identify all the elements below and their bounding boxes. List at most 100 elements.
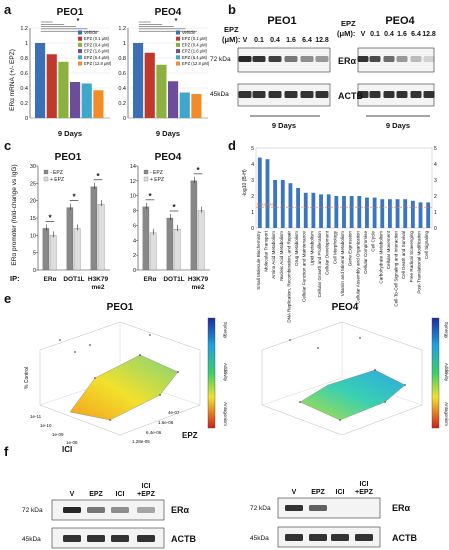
panel-b-band-er [268,56,282,62]
panel-d-bar [273,180,278,228]
panel-d-bar [380,199,385,228]
panel-d-threshold-label: threshold [257,202,273,207]
panel-f-blot-actb-right [277,526,381,548]
panel-e-xlabel-peo1: ICI [62,445,72,454]
panel-c-legend-label: + EPZ [50,177,64,183]
panel-d-ytick-right: 0 [434,226,437,232]
panel-a-legend-label: EPZ (0.4 μM) [182,42,208,47]
panel-b-band-actb [369,91,381,98]
panel-c-sig-star: * [148,192,152,201]
panel-d-bar [349,196,354,228]
panel-c-legend-swatch [143,176,149,182]
panel-f-lane-label: V [292,489,297,496]
panel-d-category-label: Cellular Assembly and Organization [355,231,360,304]
panel-d-category-label: Cell Morphology [332,230,337,264]
panel-c-group-label: H3K79 [88,276,109,283]
panel-e-colorbar-peo1 [207,317,216,429]
panel-f-lane-label: +EPZ [355,489,373,496]
panel-c-sig-star: * [196,166,200,175]
panel-b-lanes-peo4: V 0.1 0.4 1.6 6.4 12.8 [361,31,436,38]
panel-e: PEO1 PEO4 % Control 1e-11 1e-10 1e-09 1e… [24,302,449,454]
panel-f-band-er [309,505,327,511]
panel-label-b: b [228,2,236,17]
panel-a-bar [191,94,202,118]
panel-a-legend-label: EPZ (12.8 μM) [84,61,112,66]
panel-d-category-label: Carbohydrate Metabolism [378,231,383,284]
panel-d-category-label: Vitamin and Mineral Metabolism [340,231,345,296]
panel-b-days-peo1: 9 Days [272,121,296,130]
panel-a-legend-swatch [78,49,82,54]
panel-b-protein-top: ERα [338,56,357,66]
panel-e-plot-peo4 [261,321,423,436]
panel-c-ytick: 14 [130,164,136,170]
panel-d-bar [288,183,293,228]
panel-e-cbar-antagonism-peo1: Antagonism [223,402,228,426]
panel-d-category-label: Cellular Compromise [363,231,368,274]
panel-c: ERα promoter (fold-change vs IgG) PEO1 P… [10,152,210,291]
panel-c-ytick: 4 [133,238,136,244]
panel-d-bar [334,196,339,228]
panel-b-kda-top: 72 kDa [210,56,231,63]
panel-f-lane-label: EPZ [89,491,103,498]
panel-f-band-actb [137,535,155,542]
panel-b-title-peo1: PEO1 [267,15,296,27]
panel-b-band-actb [315,91,329,98]
panel-label-c: c [4,138,11,153]
panel-a-legend-label: EPZ (1.6 μM) [84,49,110,54]
panel-c-sig-star: * [96,172,100,181]
panel-d-bar [357,196,362,228]
panel-b-band-actb [357,91,369,98]
panel-d-category-label: Gene Expression [348,231,353,267]
panel-c-group-label: ERα [143,276,156,283]
panel-f-kda-bottom-left: 45kDa [22,536,41,543]
panel-c-ytick: 8 [133,209,136,215]
panel-b-band-er [284,56,298,62]
panel-a-ytick: 0.6 [20,71,28,77]
panel-b-band-actb [268,91,282,98]
panel-a-legend-swatch [176,61,180,66]
panel-b-band-actb [300,91,314,98]
panel-e-ylabel-peo1: EPZ [182,431,198,440]
panel-b-band-er [252,56,266,62]
panel-b-lane-label: 1.6 [286,37,296,44]
panel-e-surface-peo4 [299,369,406,421]
panel-f-bands [63,505,373,542]
panel-c-group-label: me2 [91,284,104,291]
panel-c-group-label: ERα [43,276,56,283]
panel-c-bar [190,180,198,271]
panel-d-bar [388,199,392,228]
panel-a-legend-label: EPZ (12.8 μM) [182,61,210,66]
panel-d-bar [342,196,346,228]
panel-d-ytick: 1 [251,210,254,216]
panel-b-lane-label: 12.8 [422,31,436,38]
panel-e-surface-peo1 [69,354,179,421]
panel-b-blot-actb-peo1 [237,83,331,107]
panel-a-ytick: 1 [25,41,28,47]
panel-c-ytick: 20 [30,199,36,205]
panel-b-band-er [369,56,381,62]
panel-a-legend-swatch [176,55,180,60]
panel-a-bar [58,61,69,118]
panel-d-bar [257,157,262,228]
panel-f-band-er [137,507,155,513]
panel-b-lane-label: 0.4 [270,37,280,44]
panel-d: 0 0 1 1 2 2 3 3 4 4 5 5 Small Molecule Biochemistry M… [242,146,437,323]
panel-a-legend-swatch [78,61,82,66]
panel-b-days-peo4: 9 Days [386,121,410,130]
panel-a-bar [156,64,167,118]
panel-b-bands [238,56,435,98]
panel-f-band-actb [111,535,129,542]
panel-d-category-label: Cellular Development [325,230,330,275]
panel-d-category-label: Drug Metabolism [294,231,299,266]
panel-b-lane-label: 6.4 [302,37,312,44]
panel-d-bar [418,202,423,228]
panel-f-band-er [285,505,303,511]
panel-d-ytick: 4 [251,162,254,168]
panel-d-bar [280,180,285,228]
panel-f-band-actb [331,534,349,541]
panel-b-band-actb [383,91,395,98]
panel-a-legend-label: EPZ (0.4 μM) [84,42,110,47]
panel-e-cbar-synergy-peo4: Synergy [444,322,449,339]
